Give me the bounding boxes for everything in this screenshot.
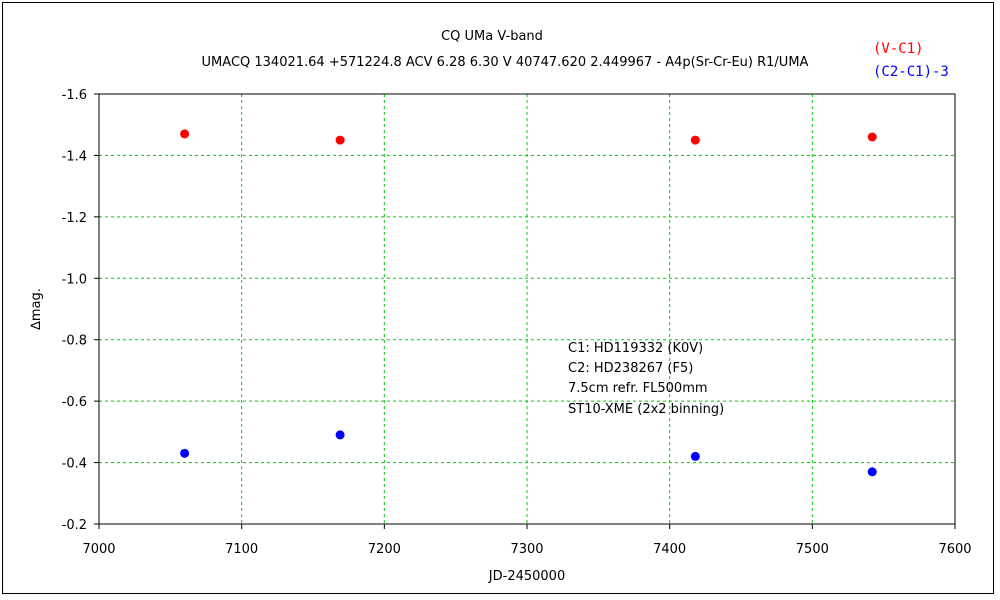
y-tick-label: -0.8 — [62, 334, 87, 349]
annotation-block: C1: HD119332 (K0V) C2: HD238267 (F5) 7.5… — [568, 341, 724, 417]
data-points — [180, 129, 877, 477]
legend-entry-c2-c1: (C2-C1)-3 — [873, 64, 949, 80]
annotation-line: C2: HD238267 (F5) — [568, 361, 693, 376]
x-tick-label: 7100 — [225, 542, 258, 557]
data-point-c2-c1 — [180, 448, 190, 458]
annotation-line: ST10-XME (2x2 binning) — [568, 402, 724, 417]
y-tick-label: -1.2 — [62, 211, 87, 226]
x-tick-label: 7400 — [653, 542, 686, 557]
data-point-v-c1 — [867, 132, 877, 142]
x-tick-label: 7000 — [82, 542, 115, 557]
x-tick-label: 7300 — [510, 542, 543, 557]
y-tick-label: -1.6 — [62, 88, 87, 103]
x-tick-label: 7200 — [368, 542, 401, 557]
axis-ticks: 7000 7100 7200 7300 7400 7500 7600 -1.6 -1.4 -1.2… — [62, 88, 972, 557]
y-tick-label: -0.4 — [62, 457, 87, 472]
data-point-v-c1 — [335, 135, 345, 145]
chart-frame — [2, 2, 994, 594]
y-tick-label: -1.4 — [62, 149, 87, 164]
annotation-line: C1: HD119332 (K0V) — [568, 341, 703, 356]
x-tick-label: 7500 — [796, 542, 829, 557]
data-point-c2-c1 — [335, 430, 345, 440]
data-point-v-c1 — [180, 129, 190, 139]
legend-entry-v-c1: (V-C1) — [873, 41, 924, 57]
annotation-line: 7.5cm refr. FL500mm — [568, 381, 708, 396]
grid — [99, 94, 955, 524]
chart-subtitle: UMACQ 134021.64 +571224.8 ACV 6.28 6.30 … — [202, 55, 809, 70]
data-point-c2-c1 — [867, 467, 877, 477]
y-tick-label: -1.0 — [62, 272, 87, 287]
plot-area — [98, 93, 956, 525]
data-point-c2-c1 — [690, 451, 700, 461]
chart-title: CQ UMa V-band — [441, 29, 543, 44]
y-tick-label: -0.6 — [62, 395, 87, 410]
x-tick-label: 7600 — [938, 542, 971, 557]
y-tick-label: -0.2 — [62, 518, 87, 533]
data-point-v-c1 — [690, 135, 700, 145]
y-axis-label: ∆mag. — [29, 288, 44, 331]
x-axis-label: JD-2450000 — [488, 569, 565, 584]
